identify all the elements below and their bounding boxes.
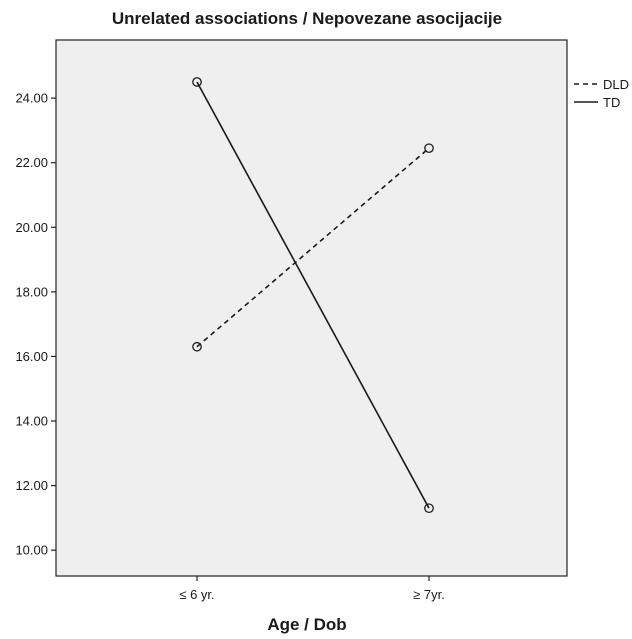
- y-tick-label: 24.00: [15, 91, 48, 106]
- series-layer: [192, 77, 434, 514]
- legend: DLD TD: [574, 77, 629, 110]
- series-line-dld: [196, 147, 430, 348]
- legend-label-dld: DLD: [603, 77, 629, 92]
- data-point-dld: [192, 341, 202, 352]
- y-tick-label: 22.00: [15, 155, 48, 170]
- x-axis-label: Age / Dob: [267, 615, 346, 634]
- y-axis: 10.00 12.00 14.00 16.00 18.00 20.00 22.00 24.00: [15, 91, 56, 558]
- data-point-dld: [424, 143, 434, 154]
- x-tick-label: ≤ 6 yr.: [179, 587, 214, 602]
- x-tick-label: ≥ 7yr.: [413, 587, 445, 602]
- series-line-td: [196, 81, 430, 509]
- y-tick-label: 10.00: [15, 543, 48, 558]
- x-axis: ≤ 6 yr. ≥ 7yr.: [179, 576, 445, 602]
- y-tick-label: 14.00: [15, 414, 48, 429]
- plot-area: [55, 39, 568, 577]
- data-point-td: [424, 503, 434, 514]
- legend-label-td: TD: [603, 95, 620, 110]
- y-tick-label: 12.00: [15, 478, 48, 493]
- y-tick-label: 18.00: [15, 284, 48, 299]
- y-tick-label: 20.00: [15, 220, 48, 235]
- data-point-td: [192, 77, 202, 87]
- chart-title: Unrelated associations / Nepovezane asoc…: [112, 9, 502, 28]
- y-tick-label: 16.00: [15, 349, 48, 364]
